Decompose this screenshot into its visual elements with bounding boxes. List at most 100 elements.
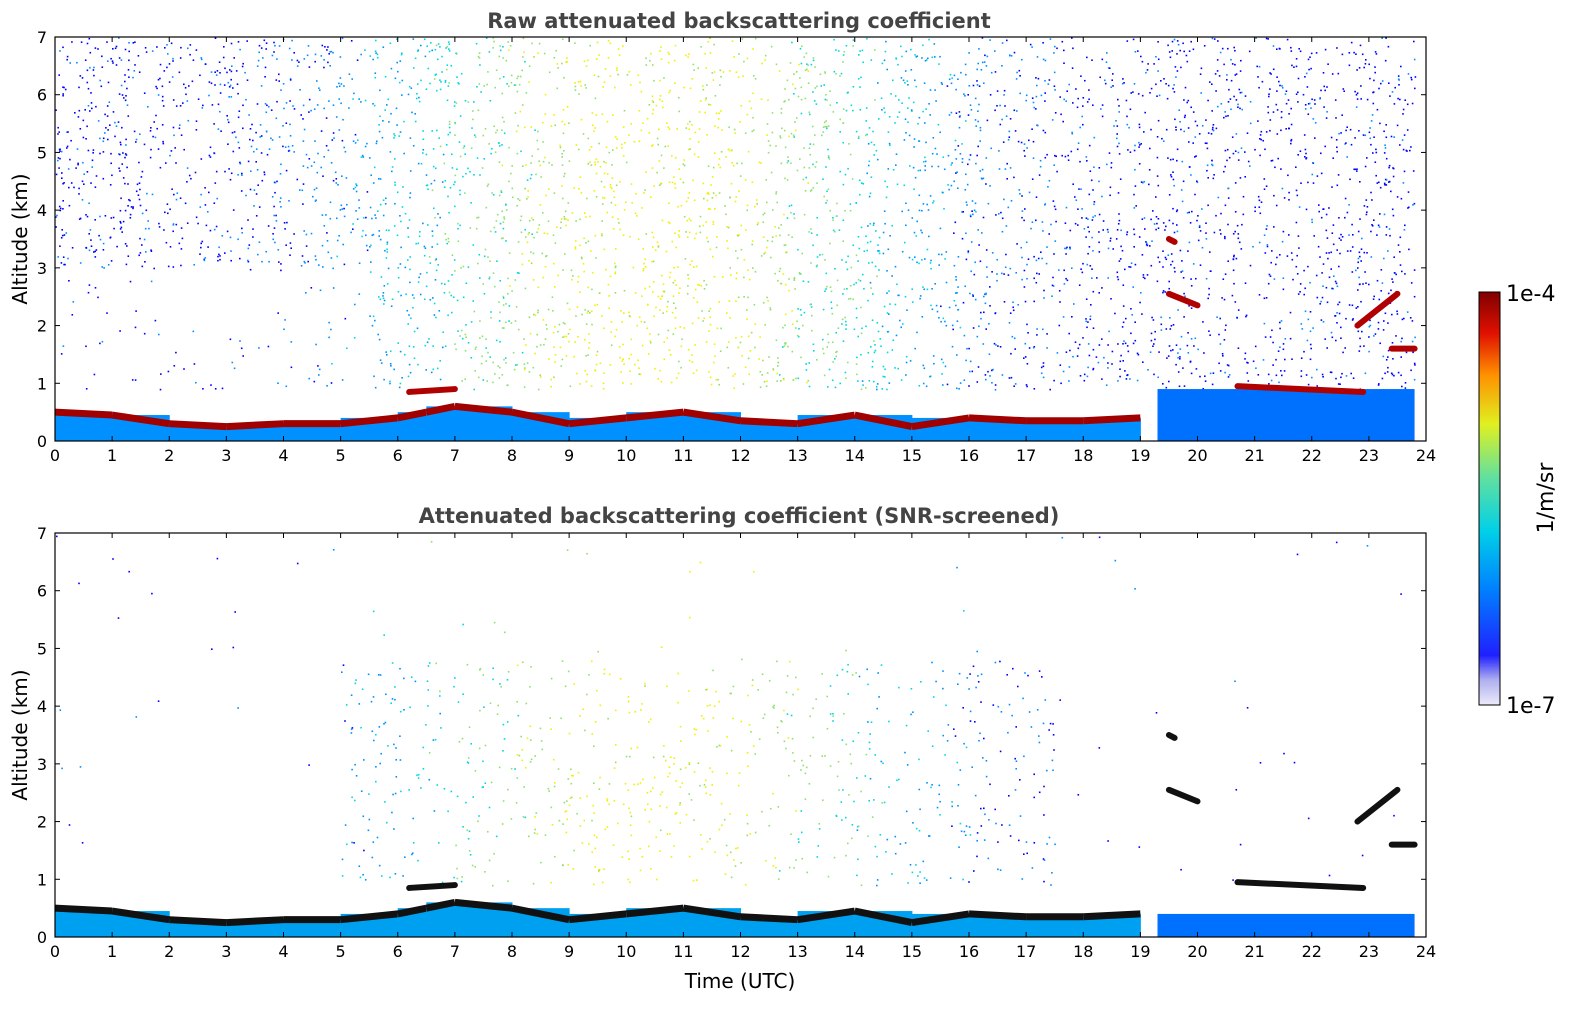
aerosol-pixel <box>503 121 505 123</box>
aerosol-pixel <box>200 206 202 208</box>
aerosol-pixel <box>983 178 985 180</box>
aerosol-pixel <box>1389 235 1391 237</box>
aerosol-pixel <box>845 377 847 379</box>
aerosol-pixel <box>1174 271 1176 273</box>
aerosol-pixel <box>1224 166 1226 168</box>
aerosol-pixel <box>969 159 971 161</box>
aerosol-pixel <box>1124 269 1126 271</box>
aerosol-pixel <box>112 60 114 62</box>
aerosol-pixel <box>530 333 532 335</box>
aerosol-pixel <box>825 99 827 101</box>
aerosol-pixel <box>1383 131 1385 133</box>
aerosol-pixel <box>363 217 365 219</box>
aerosol-pixel <box>585 242 587 244</box>
aerosol-pixel <box>530 162 532 164</box>
aerosol-pixel <box>461 73 463 75</box>
aerosol-pixel <box>827 149 829 151</box>
aerosol-pixel <box>381 362 383 364</box>
aerosol-pixel <box>1270 73 1272 75</box>
aerosol-pixel <box>434 303 436 305</box>
aerosol-pixel <box>583 133 585 135</box>
aerosol-pixel <box>708 371 710 373</box>
aerosol-pixel <box>1013 385 1015 387</box>
aerosol-pixel <box>1375 51 1377 53</box>
aerosol-pixel <box>73 187 75 189</box>
aerosol-pixel <box>591 289 593 291</box>
aerosol-pixel <box>662 107 664 109</box>
aerosol-pixel <box>128 255 130 257</box>
aerosol-pixel <box>649 333 651 335</box>
aerosol-pixel <box>915 177 917 179</box>
aerosol-pixel <box>1010 312 1012 314</box>
aerosol-pixel <box>230 260 232 262</box>
aerosol-pixel <box>618 222 620 224</box>
aerosol-pixel <box>476 43 478 45</box>
aerosol-pixel <box>1359 218 1361 220</box>
aerosol-pixel <box>1318 246 1320 248</box>
aerosol-pixel <box>884 376 886 378</box>
aerosol-pixel <box>678 361 680 363</box>
aerosol-pixel <box>853 86 855 88</box>
aerosol-pixel <box>373 376 375 378</box>
aerosol-pixel <box>991 370 993 372</box>
aerosol-pixel <box>1041 373 1043 375</box>
aerosol-pixel <box>703 183 705 185</box>
aerosol-pixel <box>456 102 458 104</box>
aerosol-pixel <box>1316 385 1318 387</box>
aerosol-pixel <box>187 222 189 224</box>
aerosol-pixel <box>424 299 426 301</box>
aerosol-pixel <box>951 77 953 79</box>
aerosol-pixel <box>63 182 65 184</box>
aerosol-pixel <box>776 380 778 382</box>
aerosol-pixel <box>575 248 577 250</box>
aerosol-pixel <box>1353 377 1355 379</box>
aerosol-pixel <box>712 176 714 178</box>
aerosol-pixel <box>1010 268 1012 270</box>
aerosol-pixel <box>612 177 614 179</box>
aerosol-pixel <box>529 317 531 319</box>
aerosol-pixel <box>94 219 96 221</box>
aerosol-pixel <box>1339 238 1341 240</box>
aerosol-pixel <box>562 164 564 166</box>
aerosol-pixel <box>1404 225 1406 227</box>
aerosol-pixel <box>89 67 91 69</box>
aerosol-pixel <box>1172 208 1174 210</box>
aerosol-pixel <box>808 231 810 233</box>
aerosol-pixel <box>1085 318 1087 320</box>
aerosol-pixel <box>1297 273 1299 275</box>
aerosol-pixel <box>363 156 365 158</box>
aerosol-pixel <box>1205 380 1207 382</box>
aerosol-pixel <box>528 81 530 83</box>
aerosol-pixel <box>727 347 729 349</box>
aerosol-pixel <box>1037 125 1039 127</box>
aerosol-pixel <box>540 204 542 206</box>
aerosol-pixel <box>1084 374 1086 376</box>
aerosol-pixel <box>1399 144 1401 146</box>
aerosol-pixel <box>255 161 257 163</box>
aerosol-pixel <box>1003 199 1005 201</box>
aerosol-pixel <box>1310 359 1312 361</box>
aerosol-pixel <box>394 135 396 137</box>
aerosol-pixel <box>1209 251 1211 253</box>
aerosol-pixel <box>1228 188 1230 190</box>
aerosol-pixel <box>537 52 539 54</box>
aerosol-pixel <box>437 368 439 370</box>
aerosol-pixel <box>889 303 891 305</box>
aerosol-pixel <box>551 125 553 127</box>
aerosol-pixel <box>611 164 613 166</box>
aerosol-pixel <box>82 77 84 79</box>
aerosol-pixel <box>604 249 606 251</box>
aerosol-pixel <box>1227 364 1229 366</box>
aerosol-pixel <box>752 240 754 242</box>
aerosol-pixel <box>439 79 441 81</box>
aerosol-pixel <box>646 328 648 330</box>
aerosol-pixel <box>825 94 827 96</box>
aerosol-pixel <box>608 57 610 59</box>
aerosol-pixel <box>306 154 308 156</box>
x-tick-label: 21 <box>1244 446 1264 465</box>
aerosol-pixel <box>1322 285 1324 287</box>
aerosol-pixel <box>292 105 294 107</box>
aerosol-pixel <box>970 104 972 106</box>
aerosol-pixel <box>701 285 703 287</box>
aerosol-pixel <box>68 280 70 282</box>
